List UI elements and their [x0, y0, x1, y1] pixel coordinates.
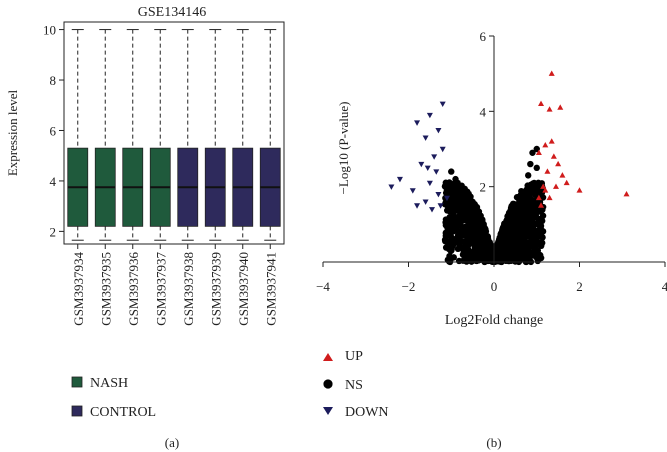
up-point — [542, 187, 549, 193]
boxplot-boxes — [67, 29, 281, 241]
boxplot-y-axis-label: Expression level — [5, 89, 20, 176]
volcano-significant-points — [388, 70, 630, 213]
down-point — [424, 165, 431, 172]
down-point — [422, 135, 429, 141]
up-point — [535, 194, 542, 201]
boxplot-x-ticks: GSM3937934 GSM3937935 GSM3937936 GSM3937937… — [71, 244, 278, 326]
boxplot-y-ticks: 2 4 6 8 10 — [43, 23, 64, 239]
legend-marker-down — [323, 407, 333, 415]
volcano-y-tick-label: 2 — [480, 180, 487, 195]
volcano-x-tick-label: 0 — [491, 279, 498, 294]
legend-label-down: DOWN — [345, 405, 389, 420]
legend-label-up: UP — [345, 349, 363, 364]
volcano-x-tick-label: −2 — [402, 279, 416, 294]
legend-label-ns: NS — [345, 378, 363, 393]
up-point — [559, 172, 566, 178]
volcano-y-tick-label: 4 — [480, 104, 487, 119]
up-point — [550, 153, 557, 159]
up-point — [544, 168, 551, 174]
up-point — [552, 183, 559, 189]
boxplot-panel: GSE134146 Expression level 2 4 6 8 10 GSM393… — [5, 5, 285, 450]
ns-point — [448, 168, 455, 175]
boxplot-x-tick-label: GSM3937938 — [181, 252, 196, 326]
boxplot-y-tick-label: 6 — [50, 123, 57, 138]
down-point — [439, 146, 446, 153]
boxplot-x-tick-label: GSM3937939 — [208, 252, 223, 326]
up-point — [555, 160, 562, 167]
up-point — [576, 187, 583, 193]
down-point — [435, 192, 442, 198]
ns-point — [450, 187, 457, 194]
boxplot-x-tick-label: GSM3937940 — [236, 252, 251, 326]
volcano-x-tick-label: −4 — [316, 279, 330, 294]
up-point — [548, 70, 555, 76]
ns-point — [527, 160, 534, 168]
up-point — [557, 104, 564, 110]
volcano-y-axis-label: −Log10 (P-value) — [336, 102, 351, 195]
volcano-x-tick-label: 4 — [662, 279, 667, 294]
down-point — [388, 184, 395, 190]
legend-marker-up — [323, 353, 333, 361]
boxplot-x-tick-label: GSM3937934 — [71, 252, 86, 326]
volcano-ns-points — [441, 145, 547, 266]
boxplot-title: GSE134146 — [138, 5, 206, 20]
down-point — [426, 180, 433, 187]
down-point — [443, 195, 450, 202]
up-point — [538, 100, 545, 106]
volcano-panel: −Log10 (P-value) Log2Fold change −4 −2 0 2 4… — [316, 29, 667, 450]
down-point — [435, 127, 442, 134]
legend-label-control: CONTROL — [90, 405, 156, 420]
boxplot-y-tick-label: 10 — [43, 23, 56, 38]
ns-point — [533, 164, 540, 172]
boxplot-frame — [63, 21, 285, 245]
down-point — [414, 203, 421, 209]
up-point — [535, 149, 542, 155]
legend-marker-ns — [323, 379, 333, 389]
down-point — [418, 161, 425, 168]
boxplot-x-tick-label: GSM3937941 — [263, 252, 278, 326]
volcano-y-tick-label: 6 — [480, 29, 487, 44]
legend-swatch-nash — [71, 376, 83, 388]
down-point — [414, 120, 421, 126]
up-point — [623, 191, 630, 197]
legend-swatch-control — [71, 405, 83, 417]
up-point — [548, 138, 555, 144]
volcano-axes: −4 −2 0 2 4 2 4 6 — [316, 29, 667, 294]
up-point — [563, 179, 570, 186]
boxplot-x-tick-label: GSM3937935 — [98, 252, 113, 326]
down-point — [426, 112, 433, 119]
boxplot-x-tick-label: GSM3937936 — [126, 252, 141, 326]
up-point — [542, 142, 549, 148]
up-point — [546, 106, 553, 112]
boxplot-x-tick-label: GSM3937937 — [153, 252, 168, 326]
up-point — [546, 194, 553, 201]
down-point — [429, 207, 436, 213]
boxplot-y-tick-label: 4 — [50, 174, 57, 189]
ns-point — [454, 179, 461, 187]
volcano-x-axis-label: Log2Fold change — [445, 313, 543, 328]
panel-a-label: (a) — [165, 435, 179, 450]
ns-point — [445, 183, 453, 190]
down-point — [422, 199, 429, 205]
ns-point — [525, 172, 532, 179]
panel-b-label: (b) — [486, 435, 501, 450]
down-point — [431, 154, 438, 160]
volcano-x-tick-label: 2 — [576, 279, 583, 294]
up-point — [540, 183, 547, 189]
down-point — [437, 203, 444, 209]
down-point — [409, 188, 416, 194]
ns-point — [529, 149, 536, 156]
legend-label-nash: NASH — [90, 376, 128, 391]
down-point — [396, 176, 403, 183]
boxplot-y-tick-label: 8 — [50, 73, 57, 88]
down-point — [433, 169, 440, 175]
down-point — [439, 101, 446, 107]
boxplot-y-tick-label: 2 — [50, 224, 57, 239]
up-point — [538, 202, 545, 208]
